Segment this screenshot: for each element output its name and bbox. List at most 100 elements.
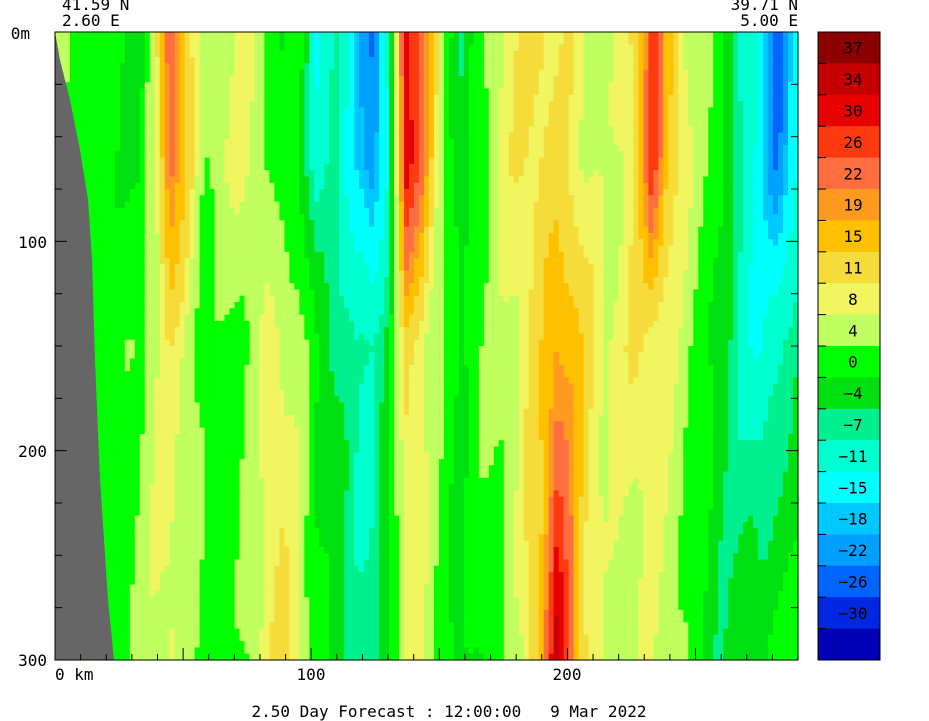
heatmap-cell <box>324 239 330 247</box>
heatmap-cell <box>89 182 96 190</box>
heatmap-cell <box>553 214 560 221</box>
heatmap-cell <box>518 63 525 71</box>
heatmap-cell <box>274 145 280 152</box>
heatmap-cell <box>523 107 530 115</box>
heatmap-cell <box>648 138 654 146</box>
heatmap-cell <box>483 207 490 215</box>
heatmap-cell <box>623 69 630 77</box>
heatmap-cell <box>523 207 530 215</box>
heatmap-cell <box>708 189 714 196</box>
heatmap-cell <box>249 163 256 171</box>
heatmap-cell <box>159 145 166 152</box>
heatmap-cell <box>778 207 784 215</box>
heatmap-cell <box>733 113 739 121</box>
heatmap-cell <box>324 226 330 234</box>
heatmap-cell <box>409 163 415 171</box>
heatmap-cell <box>608 189 615 196</box>
heatmap-cell <box>189 182 196 190</box>
heatmap-cell <box>763 157 769 165</box>
heatmap-cell <box>778 182 784 190</box>
heatmap-cell <box>478 63 485 71</box>
heatmap-cell <box>458 88 465 96</box>
heatmap-cell <box>678 82 684 90</box>
heatmap-cell <box>269 138 276 146</box>
heatmap-cell <box>119 113 126 121</box>
heatmap-cell <box>743 101 749 108</box>
heatmap-cell <box>329 113 335 121</box>
heatmap-cell <box>443 232 450 240</box>
heatmap-cell <box>114 119 121 127</box>
heatmap-cell <box>274 113 280 121</box>
heatmap-cell <box>763 101 769 108</box>
heatmap-cell <box>523 176 530 184</box>
heatmap-cell <box>99 157 106 165</box>
heatmap-cell <box>264 69 271 77</box>
heatmap-cell <box>329 138 335 146</box>
heatmap-cell <box>144 145 151 152</box>
heatmap-cell <box>354 151 360 159</box>
heatmap-cell <box>344 94 350 102</box>
heatmap-cell <box>568 207 575 215</box>
heatmap-cell <box>374 239 380 247</box>
heatmap-cell <box>74 126 81 134</box>
heatmap-cell <box>458 151 465 159</box>
heatmap-cell <box>518 151 525 159</box>
heatmap-cell <box>448 239 455 247</box>
heatmap-cell <box>419 132 425 140</box>
heatmap-cell <box>538 82 545 90</box>
heatmap-cell <box>359 239 365 247</box>
heatmap-cell <box>538 138 545 146</box>
heatmap-cell <box>119 88 126 96</box>
heatmap-cell <box>179 232 186 240</box>
heatmap-cell <box>264 50 271 58</box>
heatmap-cell <box>773 38 779 46</box>
heatmap-cell <box>523 94 530 102</box>
heatmap-cell <box>384 113 390 121</box>
heatmap-cell <box>404 63 410 71</box>
heatmap-cell <box>493 126 500 134</box>
heatmap-cell <box>608 145 615 152</box>
heatmap-cell <box>189 163 196 171</box>
heatmap-cell <box>409 69 415 77</box>
heatmap-cell <box>334 119 340 127</box>
heatmap-cell <box>229 63 236 71</box>
heatmap-cell <box>94 44 101 52</box>
heatmap-cell <box>114 94 121 102</box>
heatmap-cell <box>673 207 679 215</box>
heatmap-cell <box>543 207 550 215</box>
heatmap-cell <box>483 94 490 102</box>
heatmap-cell <box>513 57 520 64</box>
heatmap-cell <box>384 107 390 115</box>
heatmap-cell <box>768 151 774 159</box>
heatmap-cell <box>309 113 315 121</box>
heatmap-cell <box>758 145 764 152</box>
heatmap-cell <box>468 101 475 108</box>
heatmap-cell <box>593 119 600 127</box>
heatmap-cell <box>648 189 654 196</box>
heatmap-cell <box>324 151 330 159</box>
heatmap-cell <box>478 113 485 121</box>
heatmap-cell <box>279 163 285 171</box>
heatmap-cell <box>553 101 560 108</box>
heatmap-cell <box>319 113 325 121</box>
heatmap-cell <box>129 50 136 58</box>
heatmap-cell <box>184 207 191 215</box>
heatmap-cell <box>583 214 590 221</box>
heatmap-cell <box>513 176 520 184</box>
heatmap-cell <box>773 88 779 96</box>
heatmap-cell <box>239 75 246 83</box>
heatmap-cell <box>69 94 76 102</box>
heatmap-cell <box>279 239 285 247</box>
heatmap-cell <box>443 126 450 134</box>
heatmap-cell <box>269 182 276 190</box>
heatmap-cell <box>424 151 430 159</box>
heatmap-cell <box>249 38 256 46</box>
heatmap-cell <box>329 82 335 90</box>
heatmap-cell <box>743 126 749 134</box>
heatmap-cell <box>483 170 490 178</box>
heatmap-cell <box>69 57 76 64</box>
heatmap-cell <box>793 132 799 140</box>
heatmap-cell <box>319 182 325 190</box>
heatmap-cell <box>528 94 535 102</box>
heatmap-cell <box>608 82 615 90</box>
